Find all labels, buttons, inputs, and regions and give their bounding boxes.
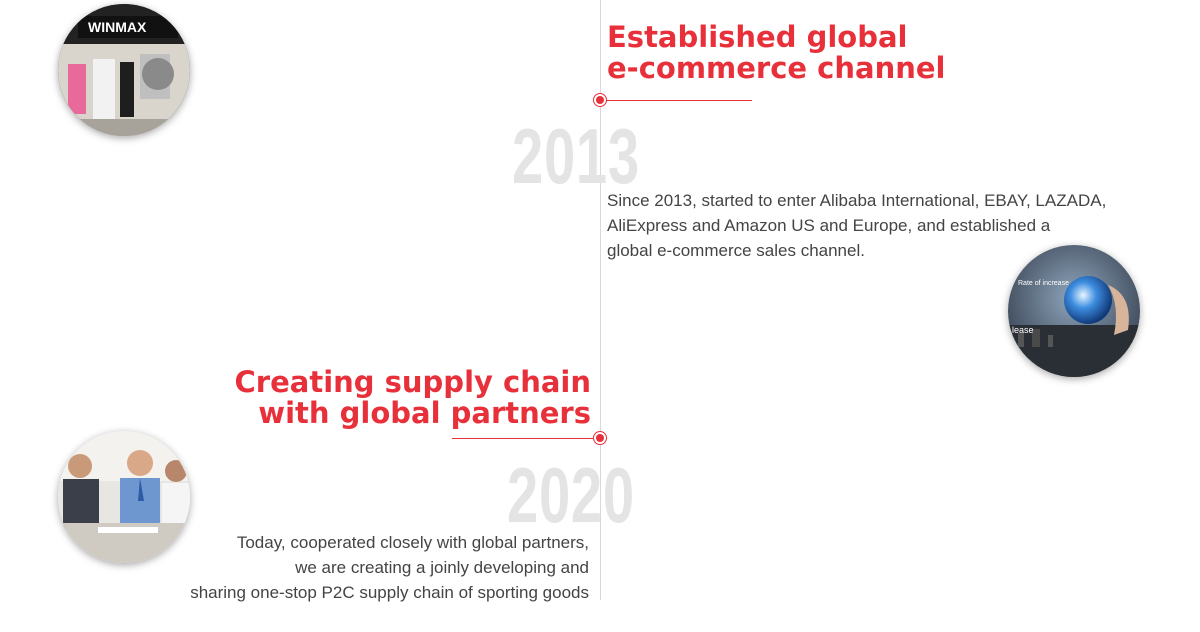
milestone-2013-marker-line — [600, 100, 752, 101]
milestone-2013-desc-line3: global e-commerce sales channel. — [607, 241, 865, 260]
milestone-2020-desc-line2: we are creating a joinly developing and — [295, 558, 589, 577]
milestone-2020-title: Creating supply chain with global partne… — [235, 367, 591, 429]
milestone-2013-title-line2: e-commerce channel — [607, 51, 946, 85]
globe-label-increase: Rate of increase — [1018, 280, 1069, 287]
milestone-2020-desc-line3: sharing one-stop P2C supply chain of spo… — [190, 583, 589, 602]
milestone-2020-dot — [596, 434, 604, 442]
milestone-2020-title-line1: Creating supply chain — [234, 365, 591, 399]
globe-label-lease: lease — [1012, 325, 1034, 335]
milestone-2013-desc-line1: Since 2013, started to enter Alibaba Int… — [607, 191, 1107, 210]
milestone-2013-description: Since 2013, started to enter Alibaba Int… — [607, 188, 1127, 263]
milestone-2020-title-line2: with global partners — [258, 396, 591, 430]
store-front-photo: WINMAX — [58, 4, 190, 136]
milestone-2020-year: 2020 — [507, 451, 635, 539]
milestone-2013-title: Established global e-commerce channel — [607, 22, 945, 84]
milestone-2013-year: 2013 — [512, 112, 640, 200]
milestone-2020-desc-line1: Today, cooperated closely with global pa… — [236, 533, 589, 552]
milestone-2020-marker-line — [452, 438, 600, 439]
milestone-2013-desc-line2: AliExpress and Amazon US and Europe, and… — [607, 216, 1051, 235]
milestone-2013-title-line1: Established global — [607, 20, 908, 54]
milestone-2020-description: Today, cooperated closely with global pa… — [129, 530, 589, 605]
store-sign-text: WINMAX — [88, 19, 147, 35]
business-meeting-photo — [58, 431, 190, 563]
globe-hand-photo: Rate of increase lease — [1008, 245, 1140, 377]
timeline-vertical-line — [600, 0, 601, 600]
milestone-2013-dot — [596, 96, 604, 104]
